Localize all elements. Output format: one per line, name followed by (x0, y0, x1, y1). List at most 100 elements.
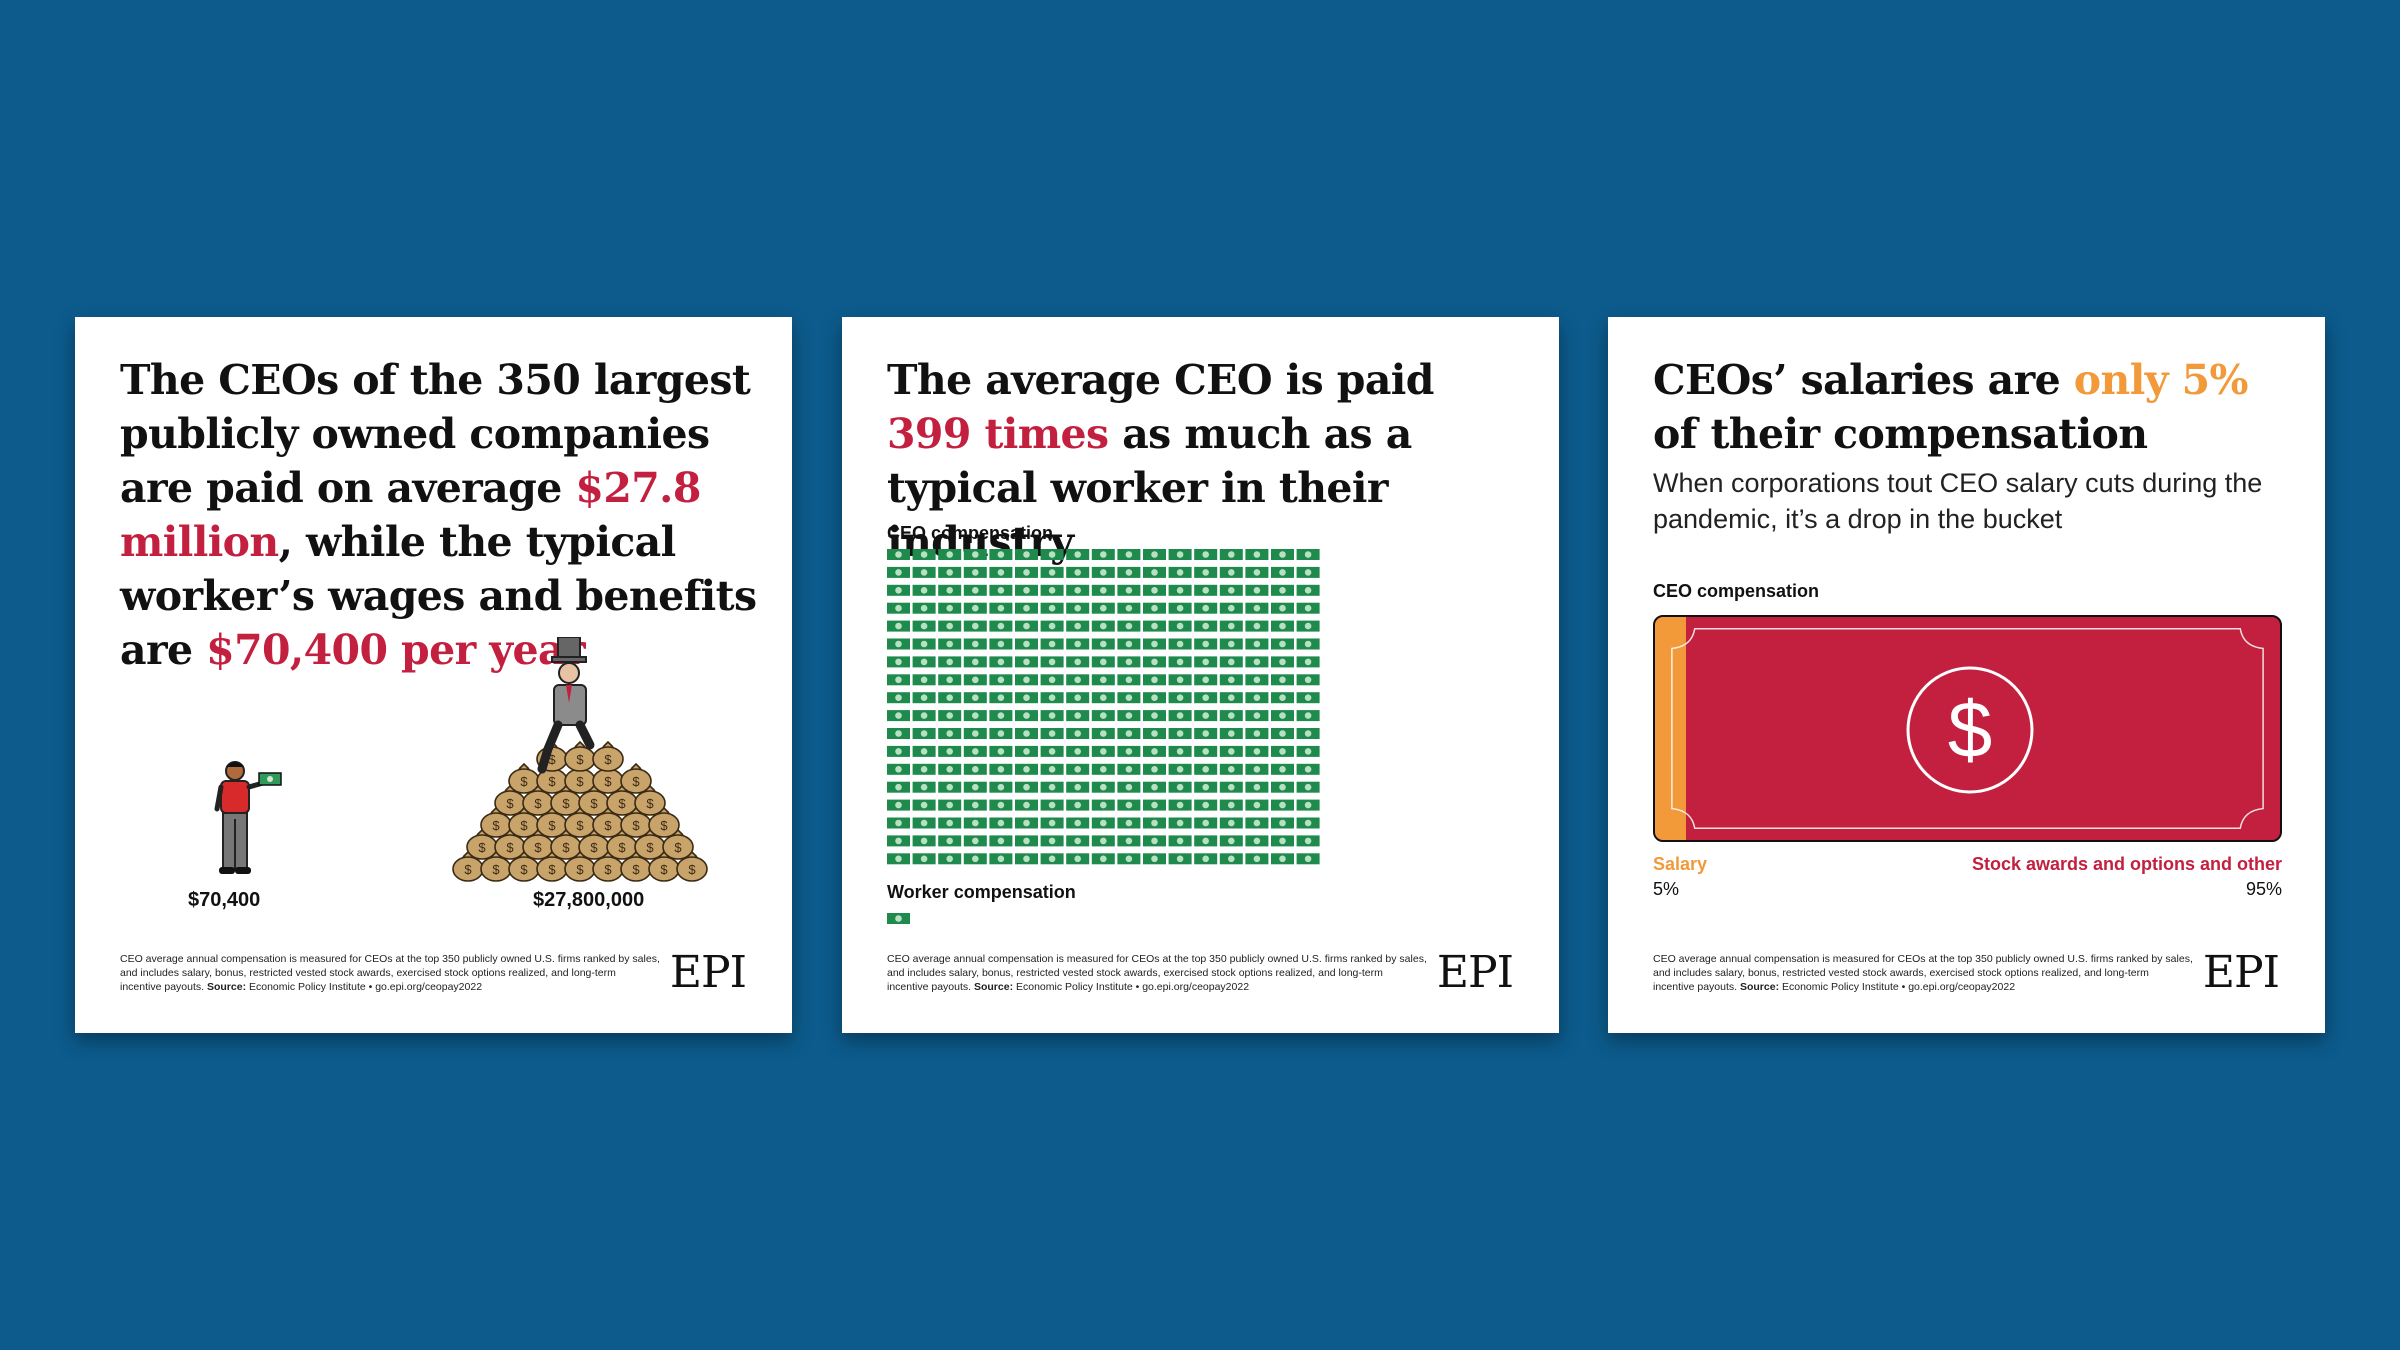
dollar-bill-icon (1066, 817, 1090, 829)
stock-awards-percent: 95% (2245, 879, 2282, 899)
dollar-bill-icon (1245, 602, 1269, 614)
dollar-bill-icon (1296, 692, 1320, 704)
dollar-bill-icon (963, 602, 987, 614)
dollar-bill-icon (1194, 728, 1218, 739)
dollar-bill-icon (1245, 638, 1269, 650)
dollar-bill-icon (1015, 799, 1038, 811)
dollar-bill-icon (1168, 566, 1192, 578)
dollar-bill-icon (1091, 728, 1115, 739)
dollar-bill-icon (1040, 602, 1064, 614)
dollar-bill-icon (938, 549, 962, 560)
dollar-bill-icon (989, 566, 1013, 578)
dollar-bill-icon (963, 745, 987, 757)
dollar-bill-icon (938, 692, 962, 704)
dollar-bill-icon (989, 549, 1013, 560)
dollar-bill-icon (1219, 835, 1243, 847)
dollar-bill-icon (1245, 566, 1269, 578)
ceo-amount-label: $27,800,000 (533, 889, 645, 911)
dollar-bill-icon (1219, 710, 1243, 722)
dollar-bill-icon (887, 620, 910, 632)
dollar-bill-icon (1296, 817, 1320, 829)
dollar-bill-icon (1091, 620, 1115, 632)
dollar-bill-icon (1194, 674, 1218, 686)
dollar-bill-icon (1143, 566, 1166, 578)
dollar-bill-icon (1040, 710, 1064, 722)
dollar-bill-icon (1168, 549, 1192, 560)
dollar-bill-icon (1245, 674, 1269, 686)
svg-text:$: $ (660, 862, 668, 877)
dollar-bill-icon (1066, 620, 1090, 632)
dollar-bill-icon (963, 853, 987, 865)
dollar-bill-icon (1091, 745, 1115, 757)
money-bag-icon: $ (634, 784, 666, 816)
dollar-bill-icon (938, 799, 962, 811)
dollar-bill-icon (989, 674, 1013, 686)
dollar-bill-icon (1271, 763, 1294, 775)
headline-highlight-worker-pay: $70,400 per year (206, 626, 585, 674)
dollar-bill-icon (1271, 566, 1294, 578)
dollar-bill-icon (1015, 602, 1038, 614)
dollar-bill-icon (1143, 692, 1166, 704)
svg-text:$: $ (604, 818, 612, 833)
dollar-bill-icon (1245, 549, 1269, 560)
headline-text: as much as a typical worker in their ind… (887, 410, 1412, 566)
dollar-bill-icon (912, 799, 936, 811)
dollar-bill-icon (1117, 745, 1141, 757)
dollar-bill-icon (887, 566, 910, 578)
dollar-bill-icon (1194, 835, 1218, 847)
headline-text: of their compensation (1653, 410, 2148, 458)
dollar-bill-icon (1168, 728, 1192, 739)
dollar-bill-icon (1091, 853, 1115, 865)
dollar-bill-icon (1219, 799, 1243, 811)
dollar-bill-icon (1219, 728, 1243, 739)
ceo-bill-grid (887, 549, 1320, 865)
dollar-bill-icon (1143, 853, 1166, 865)
svg-text:$: $ (576, 774, 584, 789)
dollar-bill-icon (912, 549, 936, 560)
dollar-bill-icon (1066, 781, 1090, 793)
svg-text:$: $ (618, 796, 626, 811)
svg-text:$: $ (562, 840, 570, 855)
svg-text:$: $ (492, 862, 500, 877)
salary-share-bar (1655, 617, 1687, 840)
dollar-bill-icon (887, 781, 910, 793)
dollar-bill-icon (1015, 566, 1038, 578)
dollar-bill-icon (938, 674, 962, 686)
dollar-bill-icon (1143, 674, 1166, 686)
dollar-bill-icon (938, 781, 962, 793)
dollar-bill-icon (1219, 745, 1243, 757)
dollar-bill-icon (1066, 728, 1090, 739)
dollar-bill-icon (1040, 638, 1064, 650)
dollar-bill-icon (912, 674, 936, 686)
svg-text:$: $ (604, 862, 612, 877)
dollar-bill-icon (1271, 656, 1294, 668)
dollar-bill-icon (1271, 710, 1294, 722)
dollar-bill-icon (1296, 745, 1320, 757)
dollar-bill-icon (1066, 763, 1090, 775)
svg-text:$: $ (548, 818, 556, 833)
dollar-bill-icon (912, 781, 936, 793)
dollar-bill-icon (1296, 835, 1320, 847)
dollar-bill-icon (1091, 584, 1115, 596)
dollar-bill-icon (1219, 566, 1243, 578)
dollar-bill-icon (1168, 817, 1192, 829)
dollar-bill-icon (938, 728, 962, 739)
dollar-bill-icon (1015, 620, 1038, 632)
dollar-bill-icon (1091, 710, 1115, 722)
dollar-bill-icon (887, 817, 910, 829)
svg-text:$: $ (590, 840, 598, 855)
headline: The average CEO is paid 399 times as muc… (887, 353, 1527, 569)
dollar-bill-icon (1194, 799, 1218, 811)
dollar-bill-icon (1168, 710, 1192, 722)
svg-text:$: $ (632, 774, 640, 789)
dollar-bill-icon (938, 835, 962, 847)
dollar-bill-icon (1015, 853, 1038, 865)
dollar-bill-icon (1271, 584, 1294, 596)
dollar-bill-icon (1271, 817, 1294, 829)
dollar-bill-icon (887, 728, 910, 739)
dollar-bill-icon (1219, 584, 1243, 596)
dollar-bill-icon (1143, 763, 1166, 775)
dollar-bill-icon (989, 584, 1013, 596)
dollar-bill-icon (912, 566, 936, 578)
dollar-bill-icon (989, 638, 1013, 650)
